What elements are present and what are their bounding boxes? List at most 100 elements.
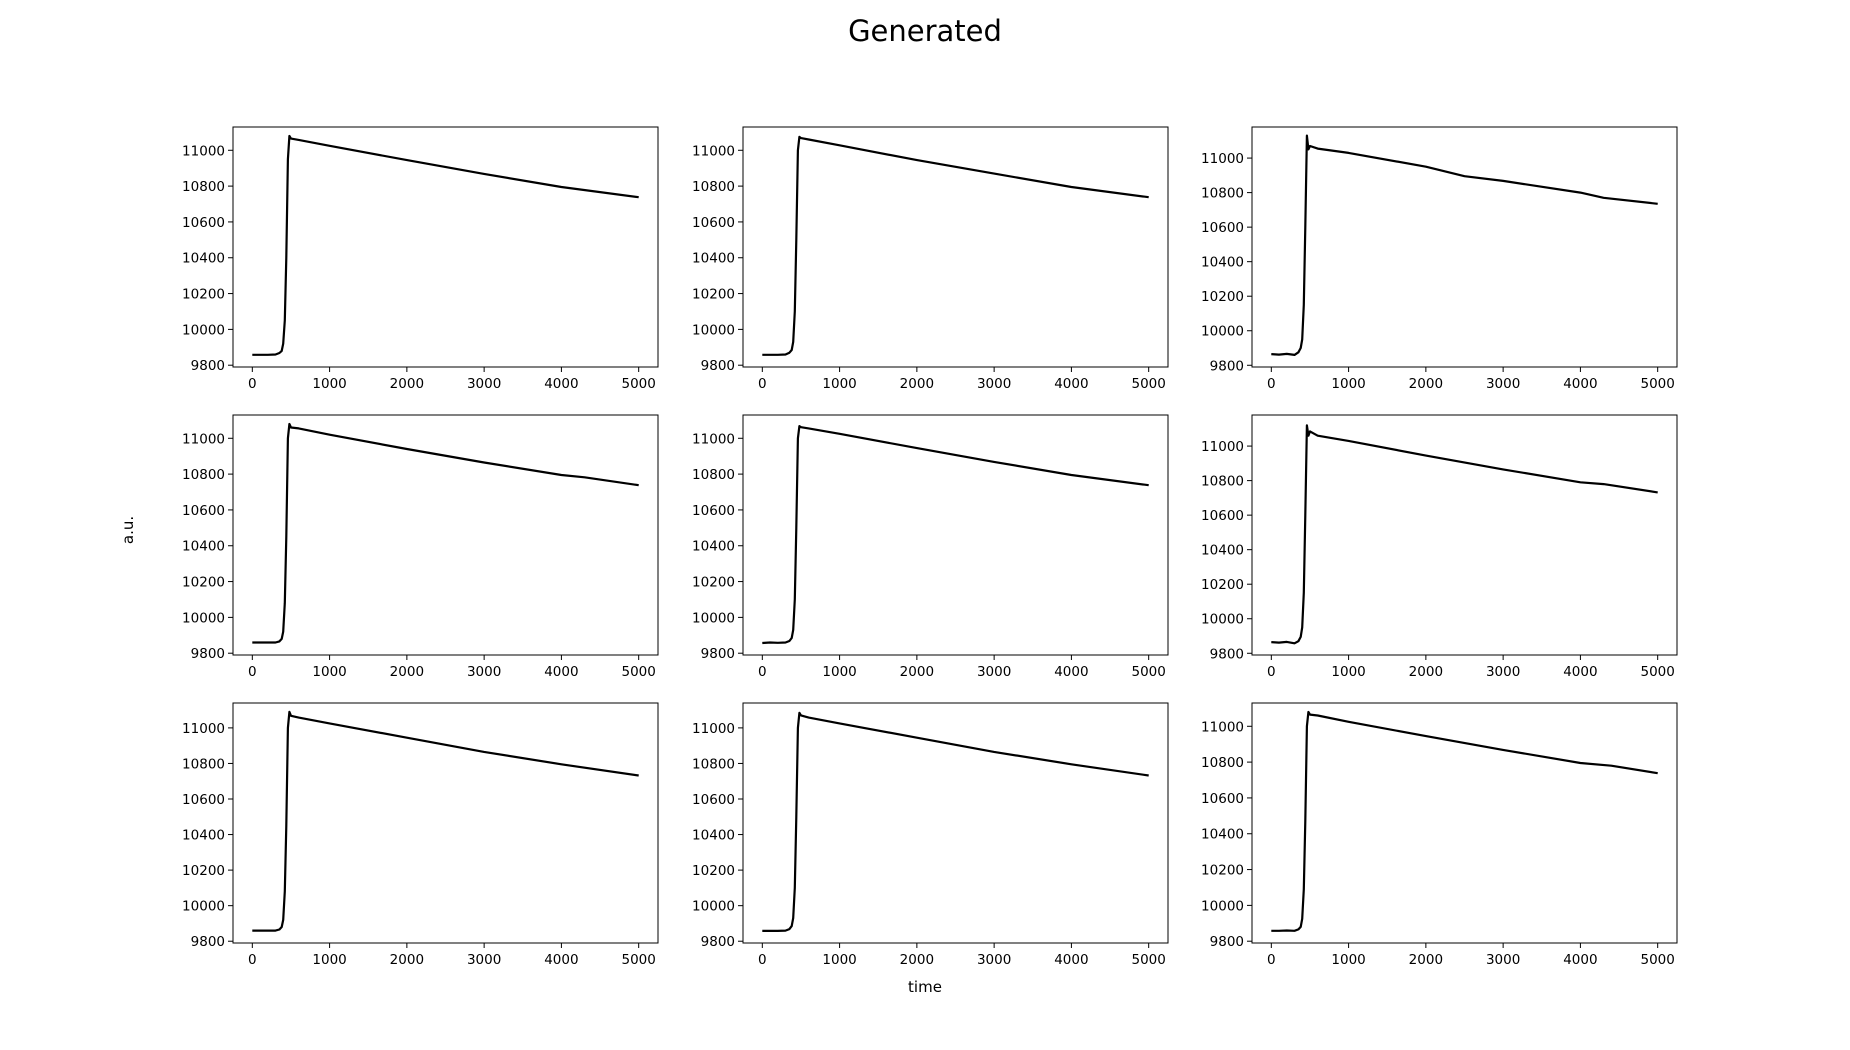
subplot-3: 0 1000 2000 3000 4000 5000 9800 10000 10200 10400… xyxy=(1201,126,1678,392)
subplot-4: 0 1000 2000 3000 4000 5000 9800 10000 10200 10400… xyxy=(182,414,659,680)
axes-frame xyxy=(232,702,659,944)
y-tick-label: 10000 xyxy=(182,322,225,338)
x-tick-label: 5000 xyxy=(1641,664,1675,680)
y-tick-label: 10200 xyxy=(692,287,735,303)
series-line-1 xyxy=(762,711,1149,933)
x-tick-label: 1000 xyxy=(1331,664,1365,680)
y-tick-label: 11000 xyxy=(692,143,735,159)
y-tick-label: 9800 xyxy=(701,358,735,374)
y-tick-label: 10800 xyxy=(1201,186,1244,202)
x-tick-label: 1000 xyxy=(822,664,856,680)
axes-frame xyxy=(232,126,659,368)
y-tick-label: 10200 xyxy=(1201,863,1244,879)
x-tick-label: 0 xyxy=(758,376,767,392)
x-tick-label: 0 xyxy=(1267,376,1276,392)
y-tick-label: 10400 xyxy=(1201,543,1244,559)
x-tick-label: 5000 xyxy=(622,376,656,392)
x-tick-label: 1000 xyxy=(312,664,346,680)
x-tick-label: 3000 xyxy=(467,664,501,680)
x-tick-label: 2000 xyxy=(900,952,934,968)
x-tick-label: 2000 xyxy=(390,952,424,968)
x-tick-label: 1000 xyxy=(1331,952,1365,968)
x-tick-label: 2000 xyxy=(900,376,934,392)
y-tick-label: 10400 xyxy=(1201,255,1244,271)
y-tick-label: 11000 xyxy=(182,431,225,447)
y-tick-label: 10600 xyxy=(692,215,735,231)
x-tick-label: 0 xyxy=(248,376,257,392)
x-tick-label: 5000 xyxy=(1132,376,1166,392)
axes-frame xyxy=(742,414,1169,656)
x-tick-label: 3000 xyxy=(1486,376,1520,392)
x-tick-label: 3000 xyxy=(467,952,501,968)
series-line-1 xyxy=(1271,424,1658,645)
y-tick-label: 11000 xyxy=(1201,439,1244,455)
y-tick-label: 10800 xyxy=(182,467,225,483)
series-line-1 xyxy=(252,422,639,644)
y-tick-label: 10600 xyxy=(692,503,735,519)
y-tick-label: 10000 xyxy=(1201,898,1244,914)
x-tick-label: 2000 xyxy=(1409,952,1443,968)
y-tick-label: 9800 xyxy=(1210,358,1244,374)
x-tick-label: 4000 xyxy=(1563,952,1597,968)
x-tick-label: 1000 xyxy=(822,952,856,968)
y-tick-label: 10400 xyxy=(1201,827,1244,843)
y-tick-label: 10600 xyxy=(1201,508,1244,524)
y-tick-label: 10200 xyxy=(182,287,225,303)
y-tick-label: 10000 xyxy=(692,322,735,338)
x-tick-label: 3000 xyxy=(467,376,501,392)
figure-y-axis-label: a.u. xyxy=(119,515,137,545)
axes-frame xyxy=(742,702,1169,944)
x-tick-label: 5000 xyxy=(1132,952,1166,968)
x-tick-label: 5000 xyxy=(1641,376,1675,392)
x-tick-label: 4000 xyxy=(1054,952,1088,968)
y-tick-label: 10400 xyxy=(182,251,225,267)
y-tick-label: 11000 xyxy=(692,431,735,447)
series-line-1 xyxy=(762,135,1149,356)
y-tick-label: 10800 xyxy=(692,756,735,772)
x-tick-label: 4000 xyxy=(1563,664,1597,680)
x-tick-label: 0 xyxy=(758,664,767,680)
subplot-2: 0 1000 2000 3000 4000 5000 9800 10000 10200 10400… xyxy=(692,126,1169,392)
y-tick-label: 10000 xyxy=(182,610,225,626)
y-tick-label: 11000 xyxy=(182,721,225,737)
x-tick-label: 3000 xyxy=(1486,952,1520,968)
y-tick-label: 10400 xyxy=(182,828,225,844)
y-tick-label: 10000 xyxy=(182,899,225,915)
series-line-1 xyxy=(1271,710,1658,932)
axes-frame xyxy=(232,414,659,656)
y-tick-label: 10400 xyxy=(692,828,735,844)
x-tick-label: 0 xyxy=(248,952,257,968)
x-tick-label: 0 xyxy=(248,664,257,680)
x-tick-label: 4000 xyxy=(1563,376,1597,392)
y-tick-label: 10600 xyxy=(692,792,735,808)
x-tick-label: 0 xyxy=(1267,952,1276,968)
subplot-6: 0 1000 2000 3000 4000 5000 9800 10000 10200 10400… xyxy=(1201,414,1678,680)
subplot-1: 0 1000 2000 3000 4000 5000 9800 10000 10200 10400… xyxy=(182,126,659,392)
y-tick-label: 10200 xyxy=(692,575,735,591)
y-tick-label: 10000 xyxy=(1201,324,1244,340)
y-tick-label: 10200 xyxy=(182,863,225,879)
y-tick-label: 9800 xyxy=(191,358,225,374)
subplot-9: 0 1000 2000 3000 4000 5000 9800 10000 10200 10400… xyxy=(1201,702,1678,968)
y-tick-label: 10800 xyxy=(1201,755,1244,771)
x-tick-label: 4000 xyxy=(544,664,578,680)
x-tick-label: 3000 xyxy=(977,952,1011,968)
y-tick-label: 10400 xyxy=(692,251,735,267)
subplot-5: 0 1000 2000 3000 4000 5000 9800 10000 10200 10400… xyxy=(692,414,1169,680)
figure-title: Generated xyxy=(848,14,1002,48)
series-line-1 xyxy=(252,710,639,932)
x-tick-label: 0 xyxy=(758,952,767,968)
y-tick-label: 10800 xyxy=(182,756,225,772)
y-tick-label: 10200 xyxy=(182,575,225,591)
y-tick-label: 10800 xyxy=(692,467,735,483)
axes-frame xyxy=(742,126,1169,368)
x-tick-label: 4000 xyxy=(1054,664,1088,680)
y-tick-label: 10800 xyxy=(182,179,225,195)
x-tick-label: 5000 xyxy=(622,952,656,968)
x-tick-label: 5000 xyxy=(1641,952,1675,968)
x-tick-label: 3000 xyxy=(977,664,1011,680)
x-tick-label: 5000 xyxy=(622,664,656,680)
y-tick-label: 10400 xyxy=(692,539,735,555)
y-tick-label: 10600 xyxy=(1201,220,1244,236)
x-tick-label: 2000 xyxy=(390,664,424,680)
